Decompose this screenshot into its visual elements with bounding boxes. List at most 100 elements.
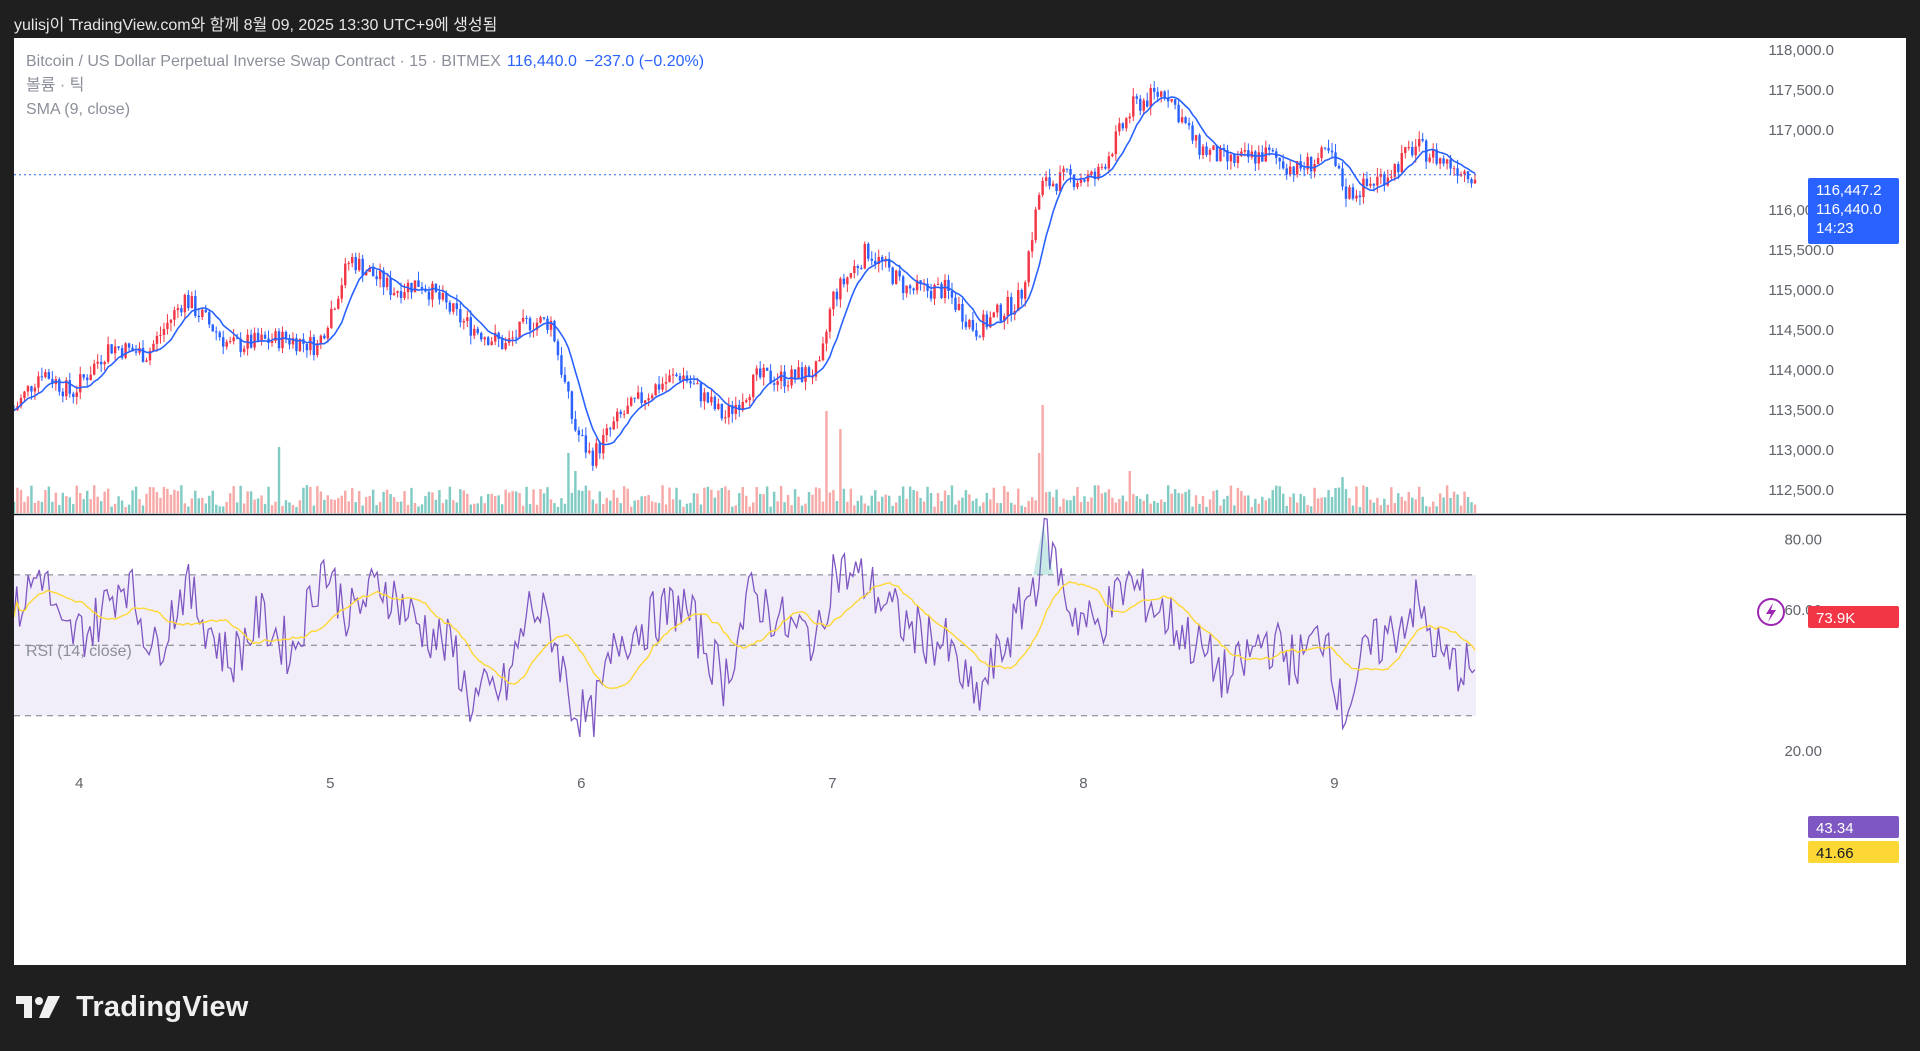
candle-body: [954, 297, 957, 310]
candle-body: [218, 332, 221, 338]
candle-body: [1247, 150, 1250, 158]
candle-body: [846, 277, 849, 285]
volume-bar: [476, 503, 479, 513]
volume-bar: [256, 498, 260, 513]
volume-badge[interactable]: 73.9K: [1808, 606, 1899, 628]
volume-bar: [500, 504, 504, 513]
tradingview-logo[interactable]: TradingView: [16, 990, 249, 1026]
candle-body: [493, 332, 497, 342]
candle-body: [1041, 180, 1044, 196]
volume-bar: [1372, 502, 1376, 513]
candle-body: [445, 293, 448, 303]
candle-body: [351, 256, 354, 264]
candle-body: [622, 413, 626, 415]
candle-body: [96, 361, 99, 364]
candle-body: [410, 282, 413, 293]
candle-body: [1177, 104, 1180, 123]
volume-bar: [1048, 491, 1051, 513]
candle-body: [106, 344, 110, 362]
volume-bar: [835, 501, 839, 513]
candle-body: [1376, 176, 1379, 186]
chart-canvas[interactable]: 118,000.0117,500.0117,000.0116,000.0115,…: [14, 38, 1906, 965]
volume-bar: [786, 494, 790, 513]
volume-bar: [1079, 502, 1083, 513]
volume-bar: [1006, 491, 1009, 513]
price-axis-label: 117,500.0: [1768, 82, 1834, 99]
volume-bar: [682, 506, 685, 513]
tradingview-logo-icon: [16, 996, 60, 1019]
time-axis-label: 7: [828, 775, 836, 792]
candle-body: [727, 405, 731, 418]
volume-bar: [319, 491, 323, 513]
volume-bar: [180, 485, 183, 513]
candle-body: [312, 336, 316, 356]
volume-bar: [870, 495, 873, 513]
volume-bar: [745, 495, 748, 513]
volume-bar: [776, 501, 779, 513]
candle-body: [626, 405, 629, 414]
candle-body: [371, 267, 375, 277]
candle-body: [1254, 151, 1257, 164]
volume-bar: [696, 493, 699, 513]
volume-bar: [1376, 497, 1379, 513]
volume-bar: [640, 496, 643, 513]
volume-bar: [40, 501, 44, 513]
candle-body: [717, 403, 720, 410]
volume-bar: [560, 498, 563, 513]
volume-bar: [1044, 492, 1048, 513]
rsi-value-badge[interactable]: 43.34: [1808, 816, 1899, 838]
volume-bar: [717, 490, 720, 513]
candle-body: [535, 322, 539, 330]
candle-body: [828, 309, 832, 332]
volume-bar: [1459, 505, 1463, 513]
candle-body: [455, 303, 459, 310]
volume-bar: [1114, 502, 1118, 513]
candle-body: [926, 283, 929, 291]
volume-bar: [235, 502, 239, 513]
volume-bar: [1369, 499, 1372, 513]
volume-bar: [1379, 505, 1383, 513]
candle-body: [208, 312, 211, 325]
candle-body: [814, 361, 818, 377]
volume-bar: [1017, 488, 1020, 513]
candle-body: [462, 320, 466, 323]
volume-legend[interactable]: 볼륨 · 틱: [26, 77, 85, 94]
candle-body: [867, 243, 870, 259]
rsi-ma-badge[interactable]: 41.66: [1808, 841, 1899, 863]
candle-body: [1459, 174, 1463, 176]
volume-bar: [1386, 504, 1390, 513]
volume-bar: [1093, 485, 1097, 513]
candle-body: [65, 380, 68, 397]
candle-body: [556, 341, 560, 356]
volume-bar: [1125, 501, 1128, 513]
candle-body: [881, 256, 884, 262]
candle-body: [521, 317, 525, 322]
candle-body: [155, 335, 159, 344]
sma-legend[interactable]: SMA (9, close): [26, 101, 131, 118]
candle-body: [228, 341, 232, 343]
candle-body: [696, 383, 699, 385]
candle-body: [1327, 148, 1330, 151]
volume-bar: [225, 501, 228, 513]
volume-bar: [996, 502, 999, 513]
candle-body: [354, 256, 357, 271]
candle-body: [72, 393, 75, 397]
symbol-name[interactable]: Bitcoin / US Dollar Perpetual Inverse Sw…: [26, 53, 501, 70]
candle-body: [975, 330, 978, 337]
candle-body: [169, 319, 173, 323]
volume-bar: [898, 495, 901, 513]
volume-bar: [302, 487, 305, 513]
rsi-legend[interactable]: RSI (14, close): [26, 643, 132, 660]
candle-body: [577, 430, 581, 436]
volume-bar: [1013, 504, 1016, 513]
volume-bar: [1313, 487, 1316, 513]
volume-bar: [563, 503, 567, 513]
volume-bar: [968, 494, 971, 513]
volume-bar: [689, 502, 692, 513]
volume-bar: [455, 502, 459, 513]
chart-frame[interactable]: 118,000.0 117,500.0 117,000.0 116,000.0 115,…: [14, 38, 1906, 965]
volume-bar: [821, 501, 825, 513]
candle-body: [288, 338, 291, 345]
last-price-badge[interactable]: 116,447.2 116,440.0 14:23: [1808, 178, 1899, 244]
volume-bar: [556, 506, 560, 513]
